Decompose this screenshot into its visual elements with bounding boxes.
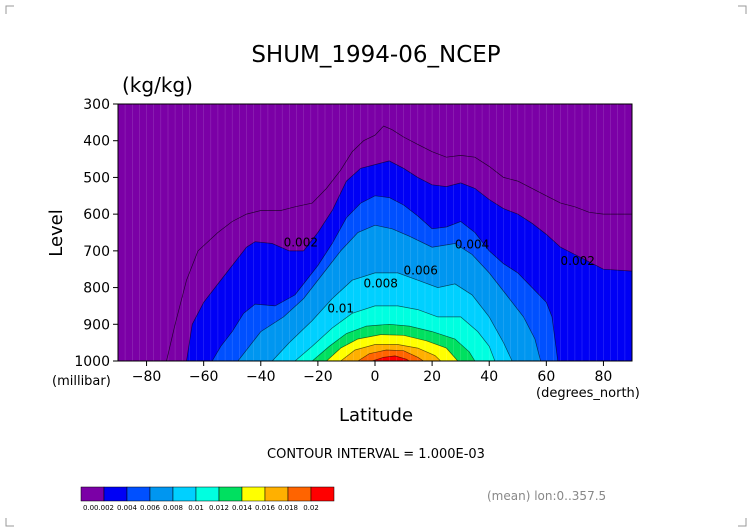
contour-line-0.001 [166,125,632,362]
colorbar-label: 0.012 [209,504,229,512]
chart-title: SHUM_1994-06_NCEP [251,42,500,68]
contour-label-4: 0.01 [327,302,354,316]
colorbar-label: 0.0 [83,504,94,512]
y-axis-label: Level [46,209,67,257]
colorbar-label: 0.006 [140,504,161,512]
contour-line-3 [271,272,513,362]
y-unit-label: (millibar) [52,374,111,389]
y-tick-label: 500 [83,170,110,186]
y-tick-label: 900 [83,317,110,333]
x-unit-label: (degrees_north) [536,386,640,401]
plot-area: 0.002 0.004 0.006 0.008 0.01 0.002 [117,103,633,362]
colorbar-label: 0.01 [188,504,204,512]
colorbar-label: 0.008 [163,504,183,512]
units-label: (kg/kg) [122,73,193,97]
contour-line-6 [326,334,459,362]
y-tick-label: 600 [83,207,110,223]
colorbar-label: 0.016 [255,504,276,512]
colorbar-swatch [241,486,266,502]
contour-label-1: 0.004 [455,237,489,251]
x-tick-label: 40 [480,369,498,385]
x-tick-label: 80 [595,369,613,385]
x-tick-label: −40 [246,369,276,385]
colorbar-label: 0.02 [303,504,319,512]
mean-lon-text: (mean) lon:0..357.5 [487,489,606,503]
contour-label-3: 0.008 [364,277,398,291]
colorbar-label: 0.018 [278,504,298,512]
y-tick-label: 700 [83,244,110,260]
contour-label-5: 0.002 [561,254,595,268]
colorbar-label: 0.014 [232,504,253,512]
contour-line-4 [294,305,496,362]
contour-line-9 [371,355,410,362]
colorbar-swatch [149,486,174,502]
colorbar-swatch [126,486,151,502]
crop-marks [5,5,747,527]
colorbar-swatch [218,486,243,502]
y-tick-label: 400 [83,134,110,150]
x-tick-label: −20 [303,369,333,385]
colorbar-swatch [287,486,312,502]
contour-line-8 [357,349,424,362]
contour-labels: 0.002 0.004 0.006 0.008 0.01 0.002 [284,236,595,316]
colorbar-label: 0.002 [94,504,114,512]
x-tick-label: −80 [132,369,162,385]
contour-line-5 [311,323,476,362]
colorbar-swatch [310,486,335,502]
contour-line-7 [340,344,441,362]
contour-line-0 [186,160,633,362]
y-tick-label: 800 [83,281,110,297]
contour-line-1 [211,195,559,362]
x-tick-label: 60 [537,369,555,385]
grid-lines [124,104,626,361]
contour-label-2: 0.006 [404,264,438,278]
x-tick-label: 0 [371,369,380,385]
x-tick-label: 20 [423,369,441,385]
contour-lines [166,125,633,362]
x-tick-label: −60 [189,369,219,385]
contour-interval-text: CONTOUR INTERVAL = 1.000E-03 [267,447,485,462]
x-axis: −80 −60 −40 −20 0 20 40 60 80 [132,361,613,385]
colorbar-swatch [80,486,105,502]
y-tick-label: 300 [83,97,110,113]
colorbar-swatch [264,486,289,502]
y-tick-label: 1000 [74,354,110,370]
colorbar-label: 0.004 [117,504,138,512]
colorbar: 0.0 0.002 0.004 0.006 0.008 0.01 0.012 0.014 0.0… [80,486,335,512]
contour-band-9 [372,355,410,361]
colorbar-swatch [172,486,197,502]
colorbar-swatch [195,486,220,502]
contour-label-0: 0.002 [284,236,318,250]
colorbar-swatch [103,486,128,502]
y-axis: 300 400 500 600 700 800 900 1000 [74,97,118,370]
x-axis-label: Latitude [339,405,413,426]
contour-line-2 [237,224,541,362]
